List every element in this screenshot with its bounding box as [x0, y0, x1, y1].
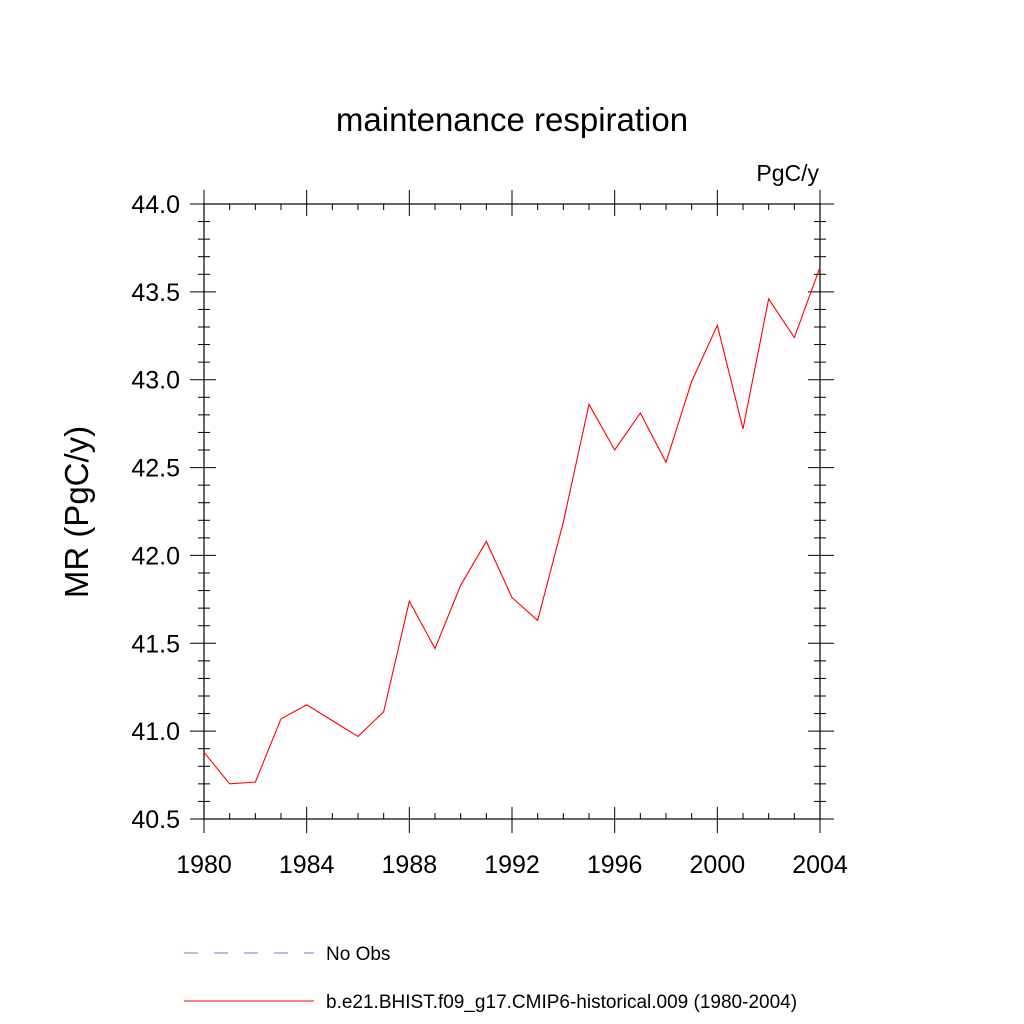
legend: No Obs b.e21.BHIST.f09_g17.CMIP6-historic… [184, 944, 797, 1013]
x-tick-label: 2000 [690, 851, 746, 879]
y-axis-label: MR (PgC/y) [58, 426, 95, 598]
y-tick-label: 43.0 [131, 367, 180, 395]
chart-title: maintenance respiration [336, 101, 688, 138]
y-tick-label: 43.5 [131, 279, 180, 307]
x-tick-label: 1980 [176, 851, 232, 879]
y-tick-label: 42.0 [131, 542, 180, 570]
series-layer [203, 267, 821, 785]
y-tick-label: 44.0 [131, 191, 180, 219]
x-tick-label: 2004 [792, 851, 848, 879]
y-tick-label: 41.5 [131, 630, 180, 658]
legend-label-1: b.e21.BHIST.f09_g17.CMIP6-historical.009… [326, 992, 797, 1013]
axes: 1980 1984 1988 1992 1996 2000 2004 40.5 41.0 41.5… [131, 190, 848, 879]
x-tick-label: 1988 [382, 851, 438, 879]
x-tick-label: 1984 [279, 851, 335, 879]
x-tick-label: 1992 [484, 851, 540, 879]
x-tick-label: 1996 [587, 851, 643, 879]
legend-label-0: No Obs [326, 944, 390, 965]
series-line-0 [203, 267, 821, 785]
y-tick-label: 41.0 [131, 718, 180, 746]
plot-frame [203, 203, 821, 820]
units-label: PgC/y [756, 160, 819, 186]
y-tick-label: 42.5 [131, 455, 180, 483]
y-tick-label: 40.5 [131, 806, 180, 834]
